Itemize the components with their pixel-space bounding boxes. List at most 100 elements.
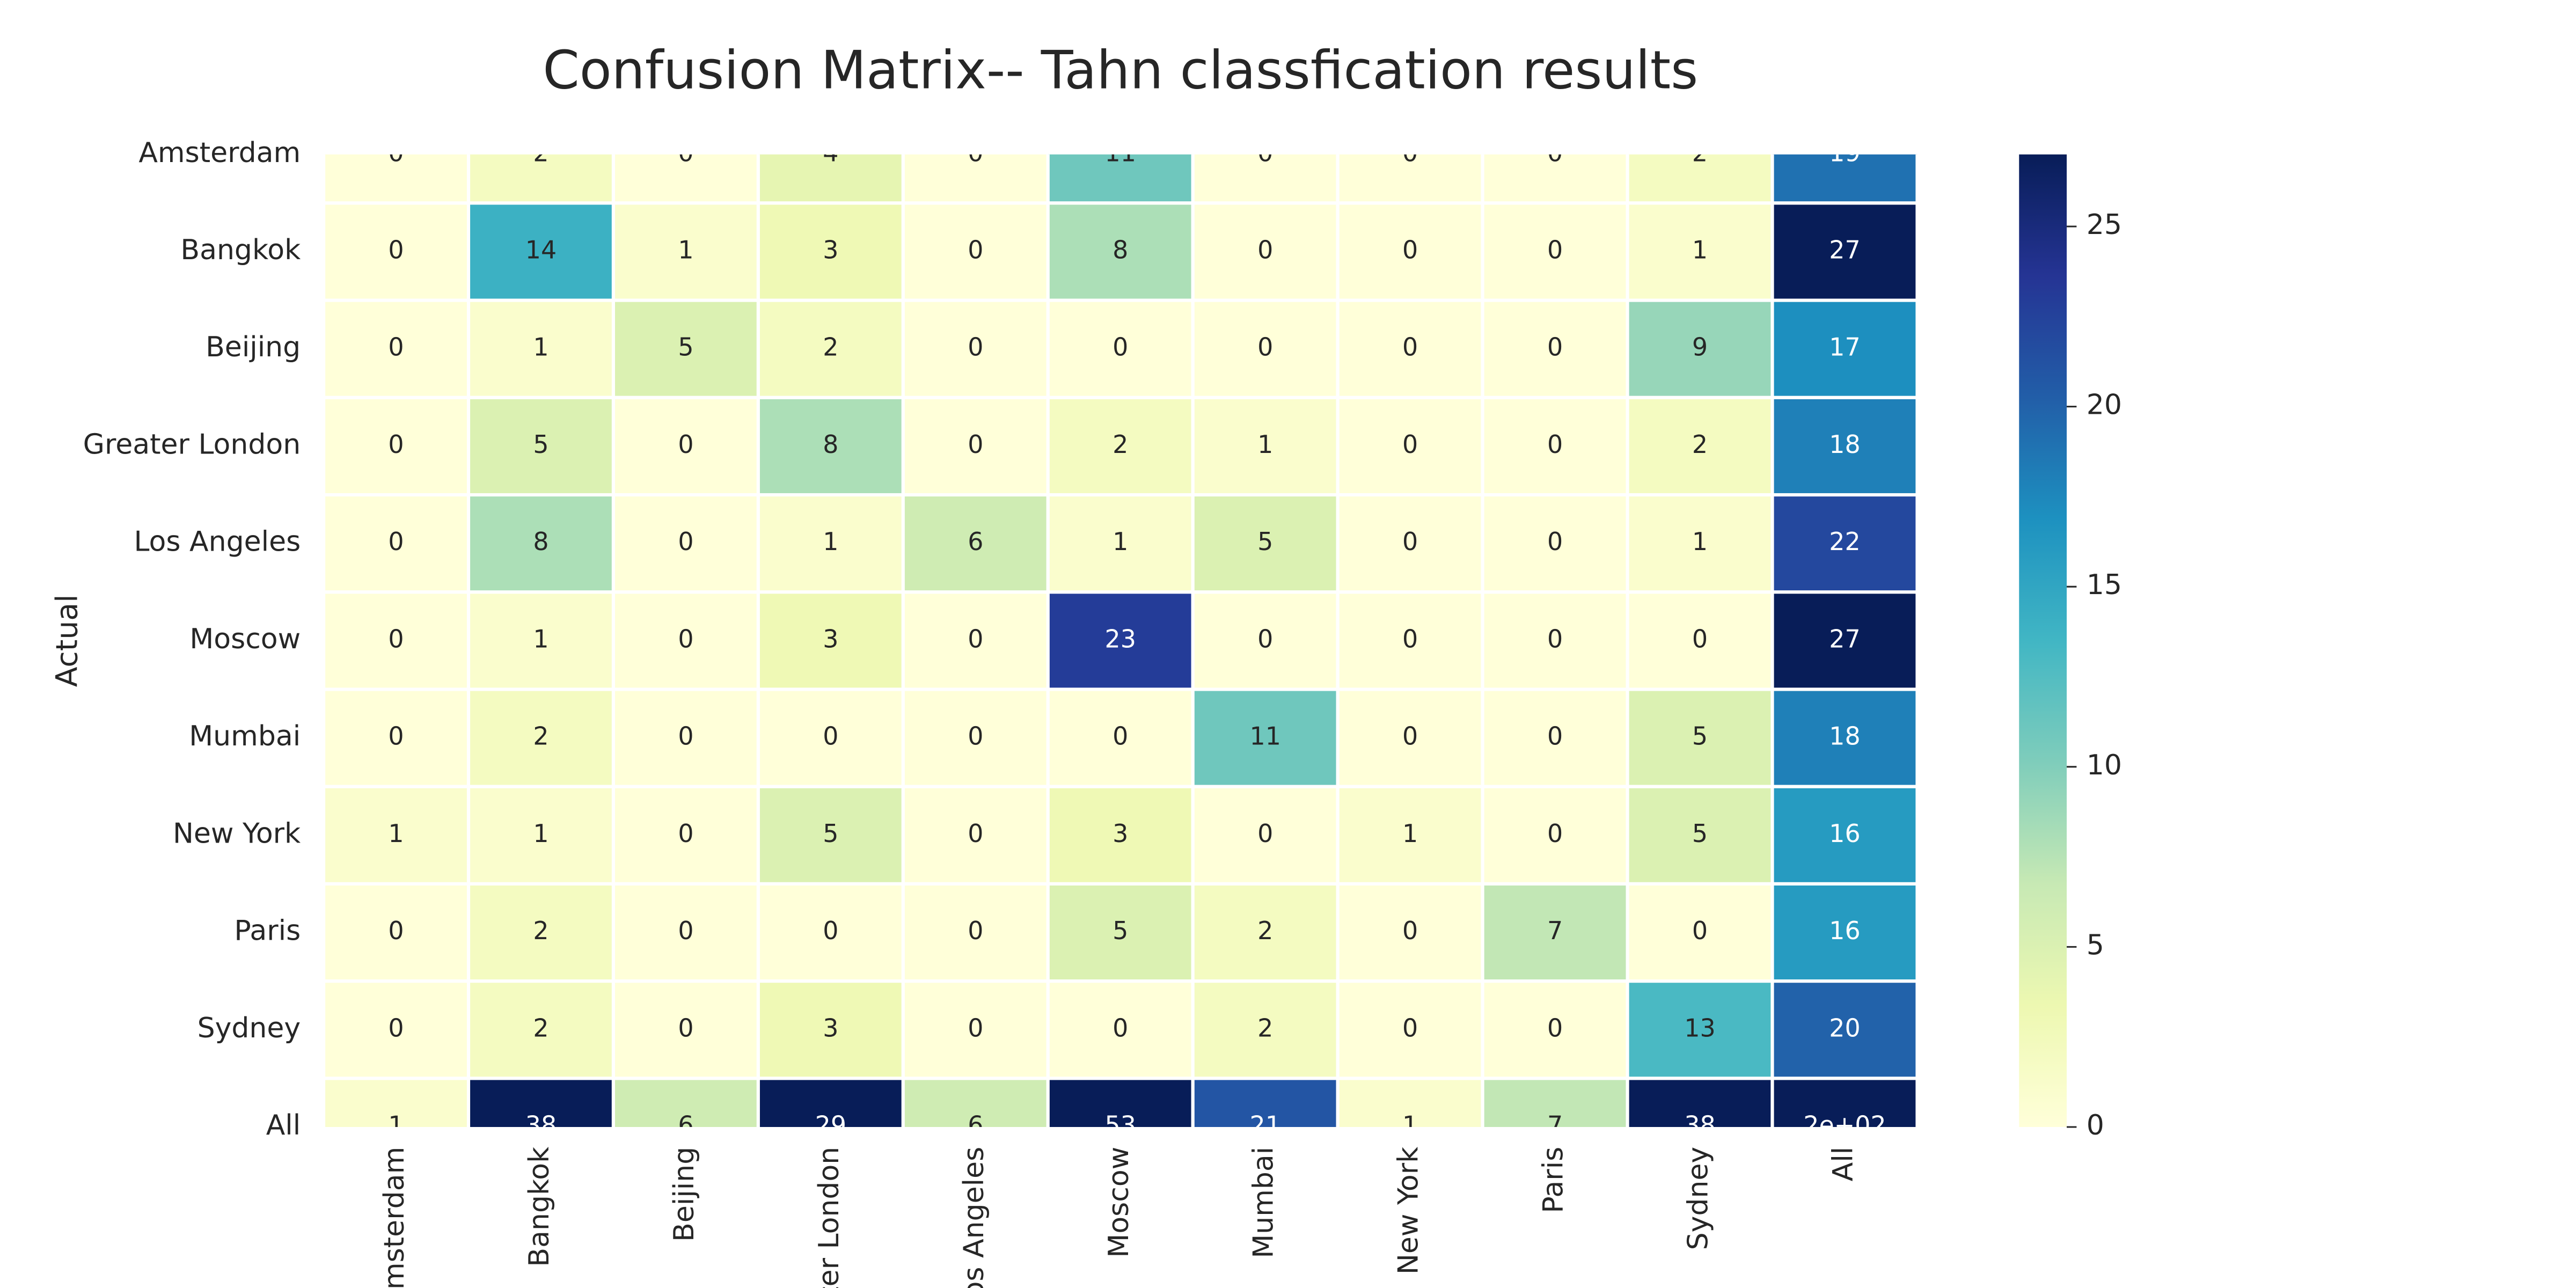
heatmap-cell	[466, 979, 616, 1080]
cell-label: 53	[1105, 1111, 1136, 1140]
heatmap-cell	[1770, 785, 1919, 885]
heatmap-cell	[466, 298, 616, 399]
cell-label: 0	[968, 235, 983, 264]
heatmap-cell	[1046, 979, 1195, 1080]
x-tick-label: Greater London	[813, 1147, 845, 1288]
cell-label: 0	[968, 430, 983, 459]
cell-label: 0	[968, 624, 983, 653]
cell-label: 1	[1113, 527, 1128, 556]
cell-label: 9	[1692, 333, 1708, 362]
heatmap-cell	[322, 979, 471, 1080]
colorbar-tick-label: 20	[2087, 389, 2122, 421]
colorbar-tick-label: 15	[2087, 569, 2122, 601]
x-tick-label: Sydney	[1682, 1147, 1715, 1250]
heatmap-cell	[1481, 687, 1629, 788]
cell-label: 20	[1829, 1013, 1860, 1042]
cell-label: 0	[968, 138, 983, 167]
y-tick-label: Los Angeles	[134, 526, 301, 558]
cell-label: 7	[1547, 1111, 1563, 1140]
cell-label: 0	[1547, 333, 1563, 362]
heatmap-cell	[611, 687, 760, 788]
y-axis-label: Actual	[50, 595, 84, 687]
heatmap-cell	[1191, 154, 1340, 205]
cell-label: 6	[968, 1111, 983, 1140]
cell-label: 0	[388, 430, 404, 459]
cell-label: 0	[823, 916, 838, 945]
colorbar	[2019, 154, 2067, 1127]
cell-label: 0	[678, 916, 693, 945]
heatmap-cell	[901, 979, 1050, 1080]
cell-label: 0	[823, 722, 838, 751]
cell-label: 1	[533, 819, 548, 848]
heatmap-cell	[1191, 493, 1340, 594]
cell-label: 0	[1402, 624, 1418, 653]
cell-label: 0	[1547, 722, 1563, 751]
cell-label: 0	[388, 722, 404, 751]
cell-label: 1	[1692, 527, 1708, 556]
y-tick-label: Sydney	[197, 1012, 301, 1044]
heatmap-cell	[1191, 785, 1340, 885]
cell-label: 0	[1547, 138, 1563, 167]
cell-label: 0	[678, 138, 693, 167]
heatmap-cell	[1046, 1077, 1195, 1127]
heatmap-cell	[466, 201, 616, 302]
cell-label: 2	[533, 722, 548, 751]
cell-label: 0	[968, 916, 983, 945]
cell-label: 5	[1692, 722, 1708, 751]
cell-label: 14	[525, 235, 557, 264]
heatmap-cell	[322, 687, 471, 788]
heatmap-cell	[1481, 201, 1629, 302]
heatmap-cell	[756, 201, 905, 302]
cell-label: 21	[1249, 1111, 1280, 1140]
cell-label: 0	[968, 1013, 983, 1042]
heatmap-cell	[1046, 298, 1195, 399]
heatmap-cell	[1481, 882, 1629, 983]
heatmap-cell	[1770, 1077, 1919, 1127]
heatmap-cell	[901, 298, 1050, 399]
cell-label: 1	[1402, 819, 1418, 848]
x-tick-label: All	[1827, 1147, 1859, 1182]
heatmap-cell	[466, 154, 616, 205]
cell-label: 0	[1257, 235, 1273, 264]
cell-label: 0	[388, 333, 404, 362]
heatmap-cell	[1336, 785, 1484, 885]
cell-label: 1	[1402, 1111, 1418, 1140]
heatmap-cell	[1481, 979, 1629, 1080]
cell-label: 0	[1547, 1013, 1563, 1042]
heatmap-cell	[611, 396, 760, 497]
heatmap-cell	[1626, 979, 1774, 1080]
cell-label: 2e+02	[1803, 1111, 1886, 1140]
cell-label: 0	[1402, 916, 1418, 945]
cell-label: 0	[678, 819, 693, 848]
cell-label: 0	[678, 722, 693, 751]
y-tick-label: New York	[173, 817, 301, 850]
x-tick-label: Bangkok	[523, 1147, 555, 1267]
cell-label: 5	[533, 430, 548, 459]
cell-label: 17	[1829, 333, 1860, 362]
cell-label: 5	[1692, 819, 1708, 848]
heatmap-cell	[611, 493, 760, 594]
cell-label: 0	[1257, 138, 1273, 167]
heatmap-cell	[1626, 882, 1774, 983]
cell-label: 0	[1547, 235, 1563, 264]
cell-label: 19	[1829, 138, 1860, 167]
cell-label: 0	[388, 235, 404, 264]
cell-label: 0	[1113, 1013, 1128, 1042]
y-tick-label: Moscow	[189, 623, 301, 655]
colorbar-tick-label: 25	[2087, 209, 2122, 241]
heatmap-cell	[756, 882, 905, 983]
heatmap-cell	[466, 882, 616, 983]
y-tick-label: Amsterdam	[138, 137, 301, 169]
heatmap-cell	[1626, 298, 1774, 399]
heatmap: 0 2 0 4 0 11 0 0 0 2 190 14 1 3 0 8 0 0 0 1 270 1 5 2 0 0 0 0 0 9 170 5…	[322, 138, 1919, 1140]
cell-label: 0	[1692, 624, 1708, 653]
cell-label: 0	[388, 624, 404, 653]
cell-label: 3	[823, 235, 838, 264]
cell-label: 0	[1547, 624, 1563, 653]
heatmap-cell	[756, 154, 905, 205]
heatmap-cell	[901, 493, 1050, 594]
cell-label: 0	[388, 1013, 404, 1042]
heatmap-cell	[1626, 493, 1774, 594]
heatmap-cell	[466, 1077, 616, 1127]
cell-label: 0	[678, 527, 693, 556]
